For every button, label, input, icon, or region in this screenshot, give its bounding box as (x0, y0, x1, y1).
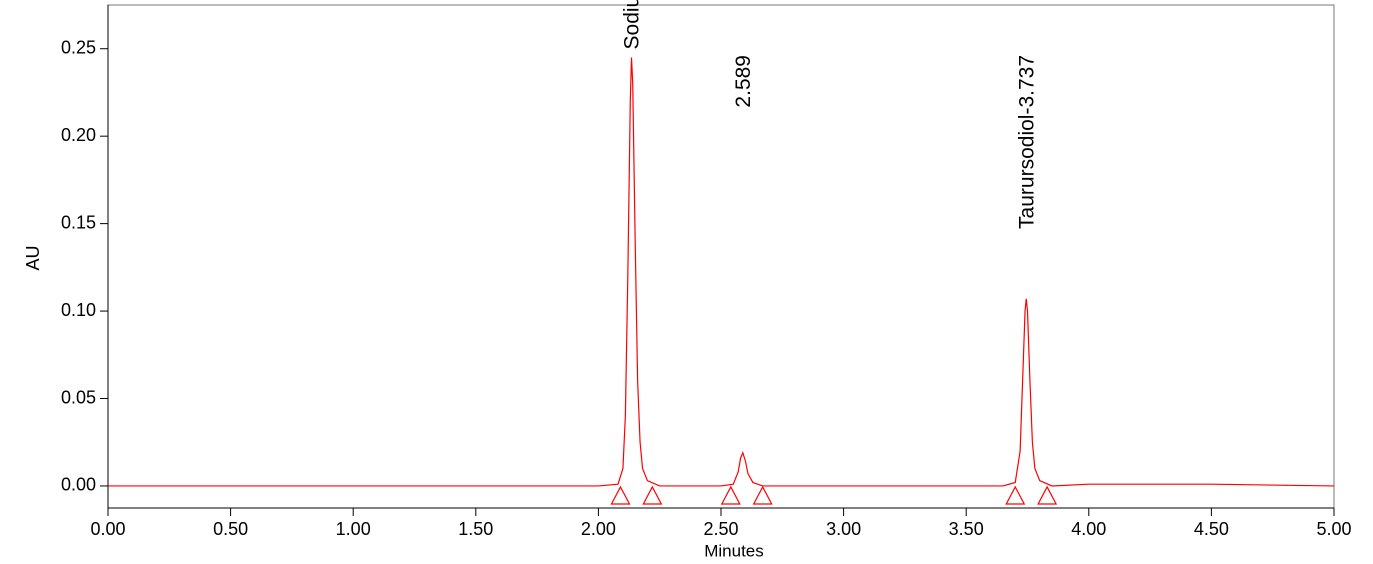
x-tick-label: 5.00 (1316, 519, 1351, 539)
y-tick-label: 0.20 (61, 125, 96, 145)
x-tick-label: 2.50 (703, 519, 738, 539)
x-tick-label: 4.50 (1194, 519, 1229, 539)
trace-line (108, 57, 1335, 487)
peak-bound-marker (720, 485, 741, 505)
y-tick-label: 0.15 (61, 212, 96, 232)
peak-label: 2.589 (732, 55, 755, 108)
x-axis-label: Minutes (704, 541, 764, 560)
peak-bound-marker (1005, 485, 1026, 505)
peak-bound-marker (610, 485, 631, 505)
x-tick-label: 2.00 (581, 519, 616, 539)
peak-bound-marker (1037, 485, 1058, 505)
plot-frame (107, 4, 1335, 509)
peak-label: Taurursodiol-3.737 (1015, 55, 1038, 229)
peak-label: Sodium Phenylbutyrate-2.121 (621, 0, 644, 49)
peak-bound-marker (752, 485, 773, 505)
x-tick-label: 0.50 (213, 519, 248, 539)
x-tick-label: 4.00 (1071, 519, 1106, 539)
x-tick-label: 0.00 (90, 519, 125, 539)
y-tick-label: 0.05 (61, 387, 96, 407)
y-tick-label: 0.25 (61, 37, 96, 57)
y-tick-label: 0.10 (61, 300, 96, 320)
x-tick-label: 1.50 (458, 519, 493, 539)
peak-bound-marker (642, 485, 663, 505)
x-tick-label: 1.00 (336, 519, 371, 539)
y-axis-label: AU (23, 245, 43, 270)
x-tick-label: 3.00 (826, 519, 861, 539)
y-tick-label: 0.00 (61, 475, 96, 495)
x-tick-label: 3.50 (949, 519, 984, 539)
